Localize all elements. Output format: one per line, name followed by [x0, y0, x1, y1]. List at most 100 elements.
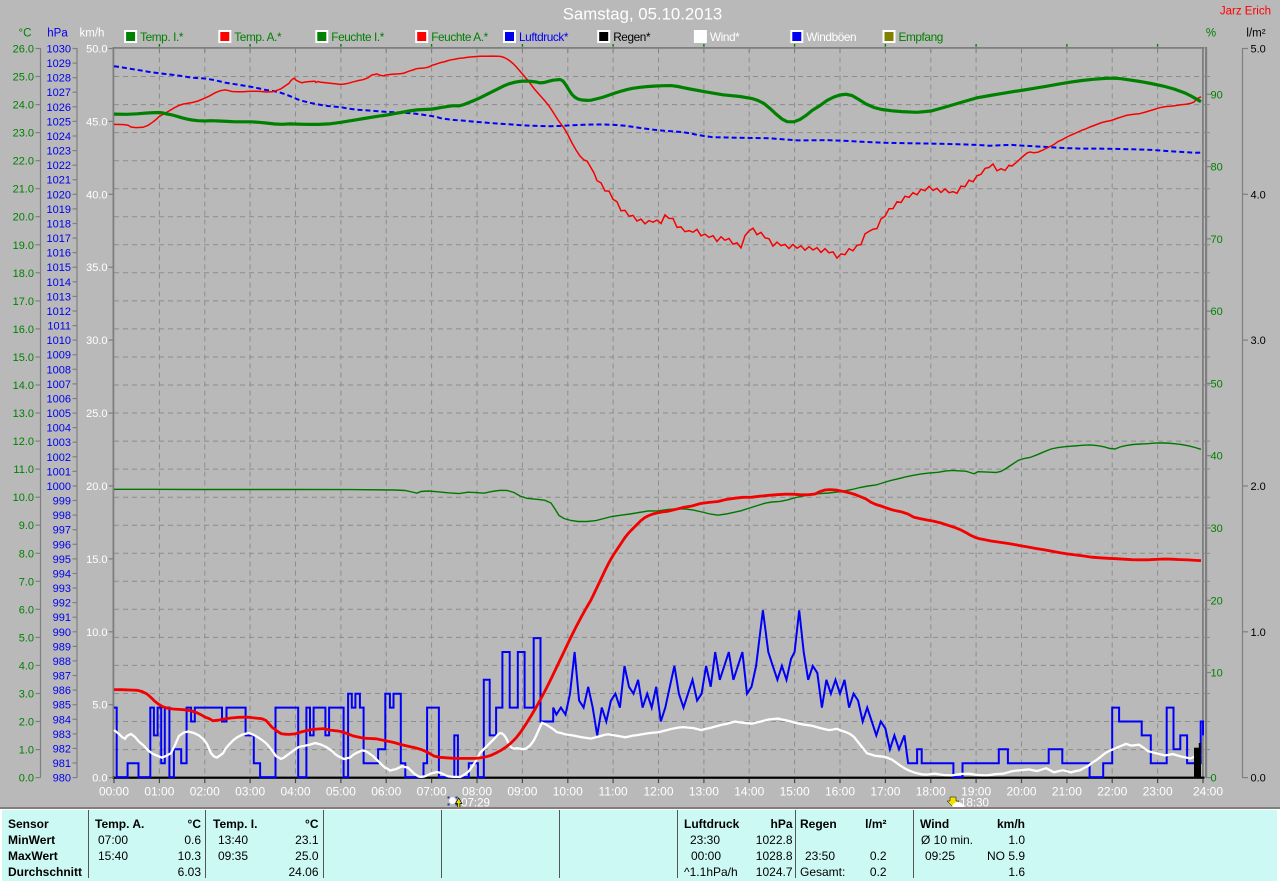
svg-text:0.0: 0.0 — [19, 773, 34, 785]
svg-text:12:00: 12:00 — [643, 785, 673, 799]
svg-text:20:00: 20:00 — [1006, 785, 1036, 799]
svg-text:22.0: 22.0 — [13, 156, 34, 168]
svg-text:10:00: 10:00 — [553, 785, 583, 799]
svg-text:994: 994 — [53, 568, 71, 580]
svg-text:Samstag, 05.10.2013: Samstag, 05.10.2013 — [563, 5, 723, 24]
svg-text:989: 989 — [53, 641, 71, 653]
svg-text:60: 60 — [1211, 306, 1223, 318]
svg-text:17.0: 17.0 — [13, 296, 34, 308]
svg-text:09:00: 09:00 — [507, 785, 537, 799]
svg-text:997: 997 — [53, 525, 71, 537]
svg-text:18.0: 18.0 — [13, 268, 34, 280]
svg-text:00:00: 00:00 — [99, 785, 129, 799]
svg-text:1001: 1001 — [47, 466, 71, 478]
svg-text:1005: 1005 — [47, 408, 71, 420]
svg-text:1021: 1021 — [47, 175, 71, 187]
svg-text:3.0: 3.0 — [1251, 335, 1266, 347]
svg-text:17:00: 17:00 — [870, 785, 900, 799]
svg-text:30: 30 — [1211, 523, 1223, 535]
svg-text:5.0: 5.0 — [19, 632, 34, 644]
svg-text:5.0: 5.0 — [92, 700, 107, 712]
svg-text:0.0: 0.0 — [1251, 773, 1266, 785]
svg-text:22:00: 22:00 — [1097, 785, 1127, 799]
svg-text:20.0: 20.0 — [86, 481, 107, 493]
svg-text:l/m²: l/m² — [1246, 28, 1265, 40]
svg-text:10: 10 — [1211, 668, 1223, 680]
svg-text:985: 985 — [53, 700, 71, 712]
svg-text:Feuchte I.*: Feuchte I.* — [331, 30, 384, 44]
svg-text:Feuchte A.*: Feuchte A.* — [431, 30, 488, 44]
svg-text:16:00: 16:00 — [825, 785, 855, 799]
svg-text:Windböen: Windböen — [806, 30, 856, 44]
svg-text:7.0: 7.0 — [19, 576, 34, 588]
svg-text:1030: 1030 — [47, 44, 71, 56]
svg-text:11.0: 11.0 — [13, 464, 34, 476]
svg-text:50: 50 — [1211, 378, 1223, 390]
svg-text:11:00: 11:00 — [599, 785, 628, 799]
svg-text:24.0: 24.0 — [13, 100, 34, 112]
svg-text:4.0: 4.0 — [1251, 189, 1266, 201]
svg-text:26.0: 26.0 — [13, 43, 34, 55]
svg-text:1003: 1003 — [47, 437, 71, 449]
svg-text:23:00: 23:00 — [1143, 785, 1173, 799]
svg-text:983: 983 — [53, 729, 71, 741]
svg-text:1017: 1017 — [47, 233, 71, 245]
svg-text:13.0: 13.0 — [13, 408, 34, 420]
svg-text:12.0: 12.0 — [13, 436, 34, 448]
svg-text:1026: 1026 — [47, 102, 71, 114]
svg-text:23.0: 23.0 — [13, 128, 34, 140]
svg-text:995: 995 — [53, 554, 71, 566]
svg-text:25.0: 25.0 — [86, 408, 107, 420]
svg-text:15:00: 15:00 — [780, 785, 810, 799]
svg-text:05:00: 05:00 — [326, 785, 356, 799]
svg-text:20: 20 — [1211, 595, 1223, 607]
svg-text:Jarz Erich: Jarz Erich — [1220, 6, 1271, 18]
svg-text:°C: °C — [19, 28, 32, 40]
svg-text:08:00: 08:00 — [462, 785, 492, 799]
svg-text:18:00: 18:00 — [916, 785, 946, 799]
svg-text:1007: 1007 — [47, 379, 71, 391]
svg-text:996: 996 — [53, 539, 71, 551]
svg-text:1022: 1022 — [47, 160, 71, 172]
svg-text:1004: 1004 — [47, 423, 71, 435]
svg-text:25.0: 25.0 — [13, 72, 34, 84]
svg-text:21.0: 21.0 — [13, 184, 34, 196]
svg-text:987: 987 — [53, 671, 71, 683]
svg-text:1016: 1016 — [47, 248, 71, 260]
svg-text:Temp. I.*: Temp. I.* — [140, 30, 184, 44]
svg-text:1011: 1011 — [47, 321, 71, 333]
svg-text:06:00: 06:00 — [371, 785, 401, 799]
svg-text:35.0: 35.0 — [86, 262, 107, 274]
svg-text:1028: 1028 — [47, 73, 71, 85]
svg-text:1025: 1025 — [47, 116, 71, 128]
svg-text:%: % — [1206, 28, 1216, 40]
svg-text:990: 990 — [53, 627, 71, 639]
svg-text:2.0: 2.0 — [1251, 481, 1266, 493]
svg-text:16.0: 16.0 — [13, 324, 34, 336]
svg-text:1029: 1029 — [47, 58, 71, 70]
svg-text:20.0: 20.0 — [13, 212, 34, 224]
svg-text:6.0: 6.0 — [19, 604, 34, 616]
svg-text:1009: 1009 — [47, 350, 71, 362]
svg-text:07:00: 07:00 — [417, 785, 447, 799]
svg-text:1013: 1013 — [47, 291, 71, 303]
svg-text:01:00: 01:00 — [144, 785, 174, 799]
svg-text:8.0: 8.0 — [19, 548, 34, 560]
svg-text:1018: 1018 — [47, 218, 71, 230]
svg-text:Wind*: Wind* — [710, 30, 740, 44]
svg-text:1024: 1024 — [47, 131, 71, 143]
svg-text:0.0: 0.0 — [92, 773, 107, 785]
svg-text:1019: 1019 — [47, 204, 71, 216]
svg-text:999: 999 — [53, 496, 71, 508]
svg-text:10.0: 10.0 — [13, 492, 34, 504]
svg-text:hPa: hPa — [47, 28, 68, 40]
svg-text:Temp. A.*: Temp. A.* — [234, 30, 282, 44]
svg-text:70: 70 — [1211, 234, 1223, 246]
svg-text:2.0: 2.0 — [19, 717, 34, 729]
svg-text:80: 80 — [1211, 162, 1223, 174]
svg-text:1.0: 1.0 — [1251, 627, 1266, 639]
svg-text:19.0: 19.0 — [13, 240, 34, 252]
svg-text:21:00: 21:00 — [1052, 785, 1082, 799]
svg-text:986: 986 — [53, 685, 71, 697]
svg-text:988: 988 — [53, 656, 71, 668]
